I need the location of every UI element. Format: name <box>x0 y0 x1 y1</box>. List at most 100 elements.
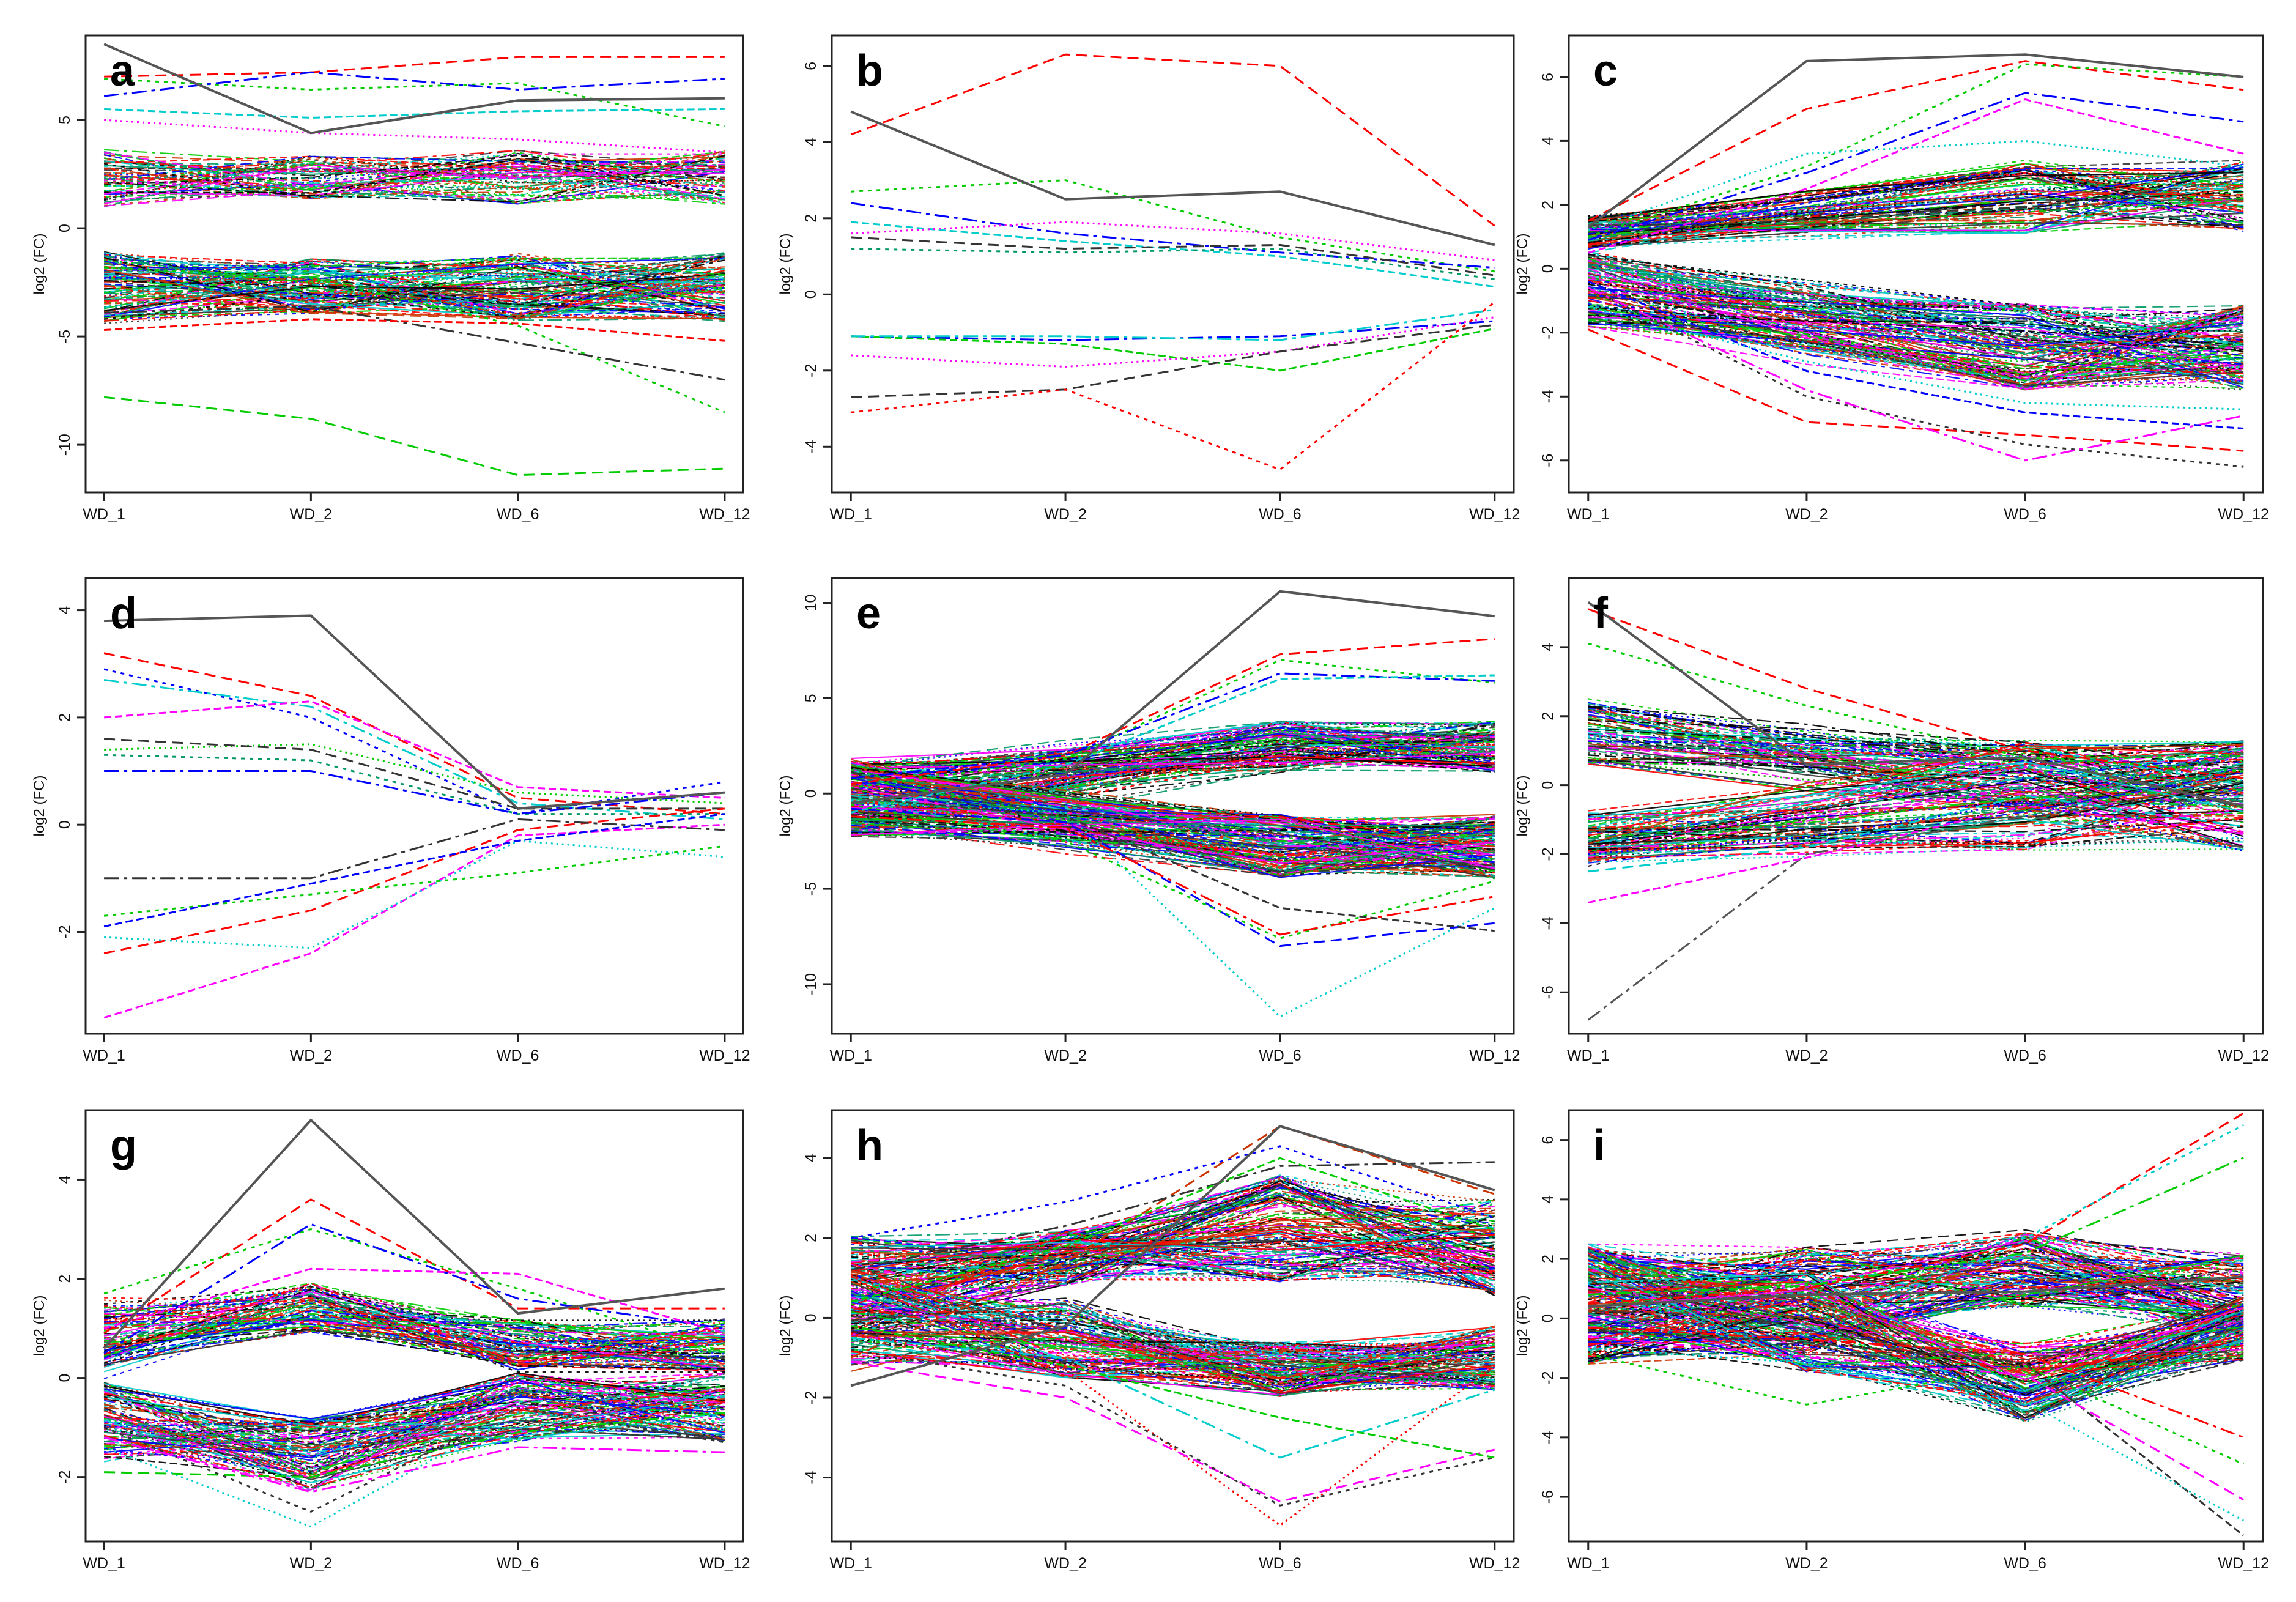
x-tick-label: WD_6 <box>497 506 539 523</box>
series-line <box>1588 744 2244 845</box>
series-line <box>1588 272 2244 372</box>
series-line <box>1588 1311 2244 1415</box>
series-line <box>103 256 725 313</box>
series-line <box>103 1418 725 1465</box>
plot-area-a <box>103 43 725 477</box>
series-line <box>104 259 725 286</box>
x-tick-label: WD_2 <box>1044 506 1086 523</box>
series-line <box>851 1192 1495 1259</box>
y-tick-label: 0 <box>1539 781 1557 790</box>
plot-area-g <box>103 1118 725 1528</box>
series-line-a-7 <box>104 266 725 413</box>
y-tick-label: -10 <box>802 973 820 995</box>
series-line <box>851 796 1495 862</box>
series-line <box>104 155 725 203</box>
series-line <box>1588 1340 2244 1372</box>
series-line <box>1588 262 2244 326</box>
series-line-a-3 <box>103 71 725 97</box>
series-line-h-4 <box>850 1157 1495 1303</box>
series-line <box>1588 169 2244 242</box>
series-line <box>1588 207 2244 248</box>
series-line <box>851 1187 1495 1282</box>
series-line <box>1588 1233 2244 1309</box>
x-tick-label: WD_1 <box>1567 506 1609 523</box>
series-line <box>103 1376 725 1480</box>
series-line <box>851 825 1495 834</box>
series-line <box>1588 1248 2244 1422</box>
series-line <box>1588 289 2244 327</box>
series-line <box>850 1320 1495 1365</box>
y-axis-title: log2 (FC) <box>777 1295 794 1356</box>
series-line <box>1588 168 2244 235</box>
series-line <box>103 1376 725 1420</box>
plot-area-i <box>1588 1112 2245 1537</box>
series-line <box>1588 1341 2244 1394</box>
series-line-i-8 <box>1588 1326 2244 1439</box>
series-line <box>103 287 725 314</box>
series-line <box>851 752 1495 769</box>
series-line <box>851 807 1495 869</box>
series-line <box>1588 1272 2244 1381</box>
series-line-g-8 <box>103 1436 725 1493</box>
series-line <box>851 1303 1495 1395</box>
series-line-f-2 <box>1588 642 2244 773</box>
series-line <box>103 1282 725 1363</box>
y-tick-label: 5 <box>56 116 73 124</box>
series-line-h-1 <box>850 1125 1495 1359</box>
series-line <box>103 259 725 305</box>
y-tick-label: 4 <box>802 1154 820 1162</box>
series-line <box>851 1231 1495 1281</box>
line-bundle-g-2 <box>103 1372 725 1492</box>
highlight-line-h <box>850 1124 1495 1387</box>
panel-letter: c <box>1593 46 1618 95</box>
series-line <box>103 264 725 319</box>
series-line <box>850 1307 1495 1393</box>
series-line <box>1588 706 2244 766</box>
series-line <box>1588 320 2244 381</box>
y-tick-label: 6 <box>1539 1136 1557 1144</box>
series-line-i-6 <box>1588 1335 2244 1501</box>
series-line <box>851 1190 1495 1284</box>
series-line <box>1588 1277 2244 1385</box>
series-line <box>1588 1232 2244 1365</box>
series-line <box>1588 719 2244 771</box>
series-line <box>103 1289 725 1355</box>
series-line <box>1588 190 2244 242</box>
series-line-c-5 <box>1588 139 2244 232</box>
y-tick-label: -4 <box>802 1470 820 1484</box>
series-line-d-7 <box>104 754 725 815</box>
series-line <box>851 790 1495 875</box>
series-line-e-2 <box>851 659 1495 789</box>
series-line <box>1588 1307 2244 1369</box>
series-line <box>851 738 1495 768</box>
series-line <box>1588 170 2244 254</box>
panel-g: WD_1 WD_2 WD_6 WD_12 -2 0 2 4 log2 (FC) g <box>31 1109 750 1572</box>
series-line <box>1588 1289 2244 1381</box>
y-tick-label: 10 <box>802 595 820 612</box>
series-line <box>1588 258 2244 321</box>
x-tick-label: WD_6 <box>1259 506 1301 523</box>
series-line <box>103 1384 725 1465</box>
series-line <box>103 1297 725 1362</box>
series-line <box>1588 760 2244 848</box>
series-line <box>1588 280 2244 374</box>
panel-letter: b <box>856 46 883 95</box>
series-line <box>851 721 1495 768</box>
series-line <box>1588 1331 2244 1422</box>
x-tick-label: WD_6 <box>2004 1555 2046 1572</box>
series-line <box>1588 758 2244 836</box>
line-bundle-e-1 <box>850 720 1495 837</box>
series-line <box>851 1289 1495 1396</box>
series-line <box>103 1404 725 1492</box>
series-line <box>103 1396 725 1441</box>
series-line <box>850 1174 1495 1327</box>
series-line <box>850 1330 1495 1374</box>
series-line <box>850 1230 1495 1329</box>
x-tick-label: WD_12 <box>1469 1555 1520 1572</box>
series-line-b-4 <box>851 221 1495 288</box>
series-line <box>1588 1271 2244 1411</box>
series-line <box>851 1217 1495 1285</box>
panel-frame-c <box>1568 34 2264 494</box>
series-line <box>103 1389 725 1448</box>
